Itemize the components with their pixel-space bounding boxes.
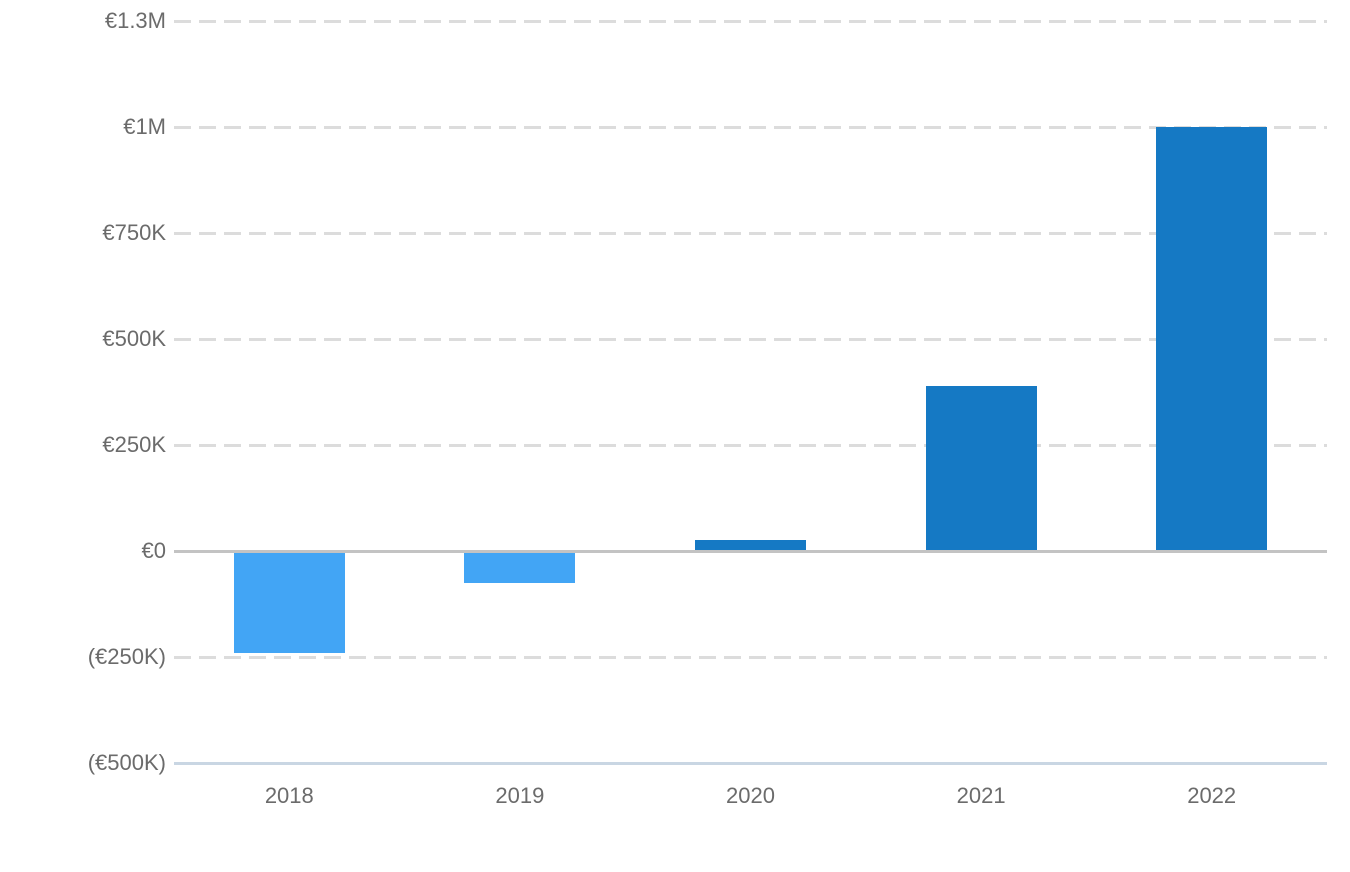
gridline	[174, 655, 1327, 659]
y-tick-label: €250K	[102, 432, 166, 457]
gridline	[174, 443, 1327, 447]
y-tick-label: €500K	[102, 326, 166, 351]
gridline	[174, 125, 1327, 129]
bar-2021[interactable]	[925, 385, 1037, 551]
x-tick-label: 2021	[956, 783, 1006, 808]
y-tick-label: (€500K)	[87, 750, 166, 775]
zero-gridline	[174, 549, 1327, 553]
gridline	[174, 19, 1327, 23]
y-tick-label: €1.3M	[104, 8, 166, 33]
gridline	[174, 231, 1327, 235]
bar-2020[interactable]	[695, 540, 806, 551]
x-tick-label: 2018	[264, 783, 314, 808]
bottom-axis-line	[174, 761, 1327, 765]
bar-2022[interactable]	[1156, 127, 1268, 551]
gridline	[174, 337, 1327, 341]
bar-2019[interactable]	[464, 551, 576, 583]
x-tick-label: 2020	[726, 783, 775, 808]
y-tick-label: €750K	[102, 220, 166, 245]
x-tick-label: 2022	[1187, 783, 1237, 808]
y-tick-label: €0	[141, 538, 166, 563]
x-tick-label: 2019	[495, 783, 545, 808]
y-tick-label: (€250K)	[87, 644, 166, 669]
y-tick-label: €1M	[123, 114, 166, 139]
bar-2018[interactable]	[233, 551, 345, 653]
